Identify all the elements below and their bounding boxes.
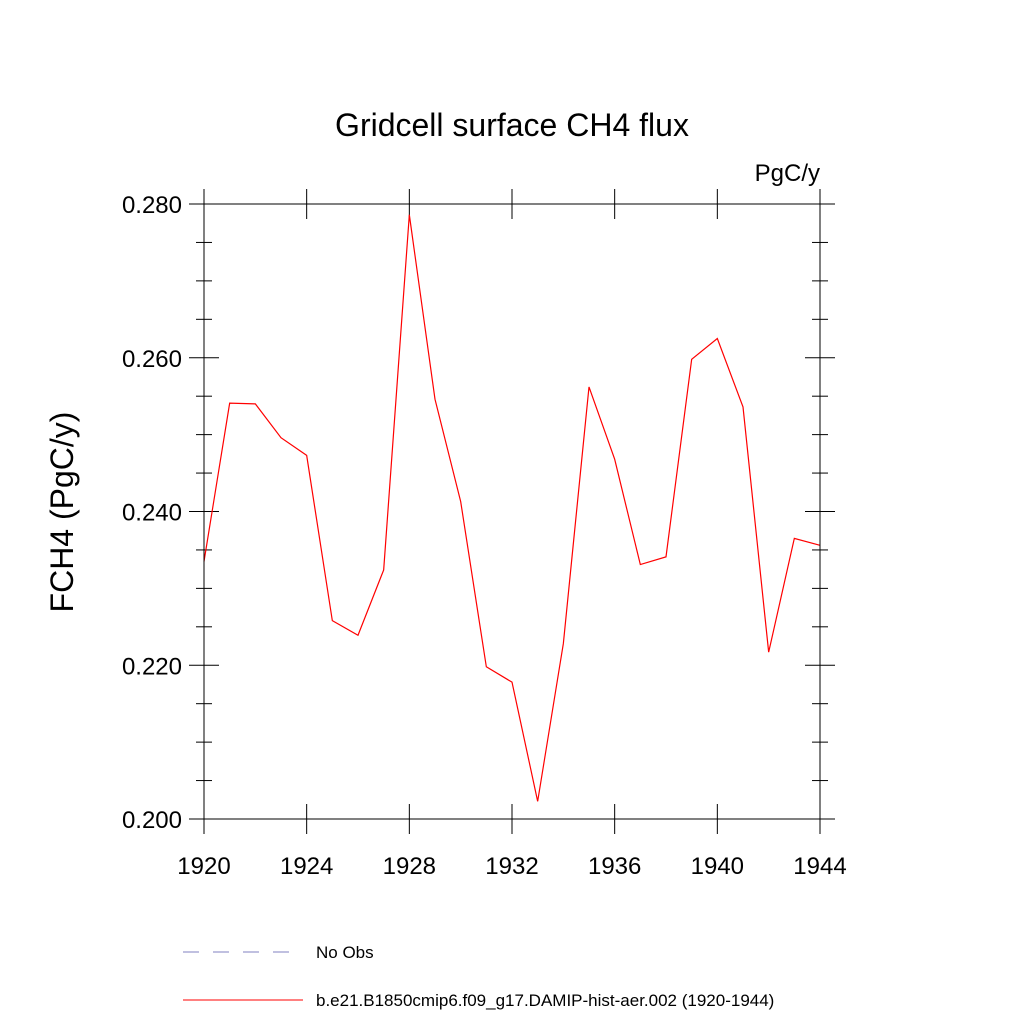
y-tick-labels: 0.200 0.220 0.240 0.260 0.280 — [122, 192, 182, 834]
x-tick-labels: 1920 1924 1928 1932 1936 1940 1944 — [177, 853, 846, 880]
plot-frame — [203, 203, 821, 820]
plot-lines — [203, 214, 821, 802]
series-line — [203, 214, 821, 802]
y-tick-label: 0.200 — [122, 807, 182, 834]
legend-label: No Obs — [316, 943, 374, 962]
units-label: PgC/y — [755, 160, 820, 187]
y-tick-label: 0.280 — [122, 192, 182, 219]
axis-ticks — [189, 189, 835, 834]
x-tick-label: 1920 — [177, 853, 230, 880]
x-tick-label: 1940 — [691, 853, 744, 880]
legend: No Obs b.e21.B1850cmip6.f09_g17.DAMIP-his… — [183, 943, 774, 1010]
chart-title: Gridcell surface CH4 flux — [335, 107, 689, 143]
y-axis-label: FCH4 (PgC/y) — [44, 412, 80, 613]
legend-label: b.e21.B1850cmip6.f09_g17.DAMIP-hist-aer.… — [316, 991, 774, 1010]
y-tick-label: 0.260 — [122, 346, 182, 373]
x-tick-label: 1924 — [280, 853, 333, 880]
x-tick-label: 1928 — [383, 853, 436, 880]
x-tick-label: 1932 — [485, 853, 538, 880]
y-tick-label: 0.240 — [122, 500, 182, 527]
x-tick-label: 1936 — [588, 853, 641, 880]
x-tick-label: 1944 — [793, 853, 846, 880]
y-tick-label: 0.220 — [122, 653, 182, 680]
